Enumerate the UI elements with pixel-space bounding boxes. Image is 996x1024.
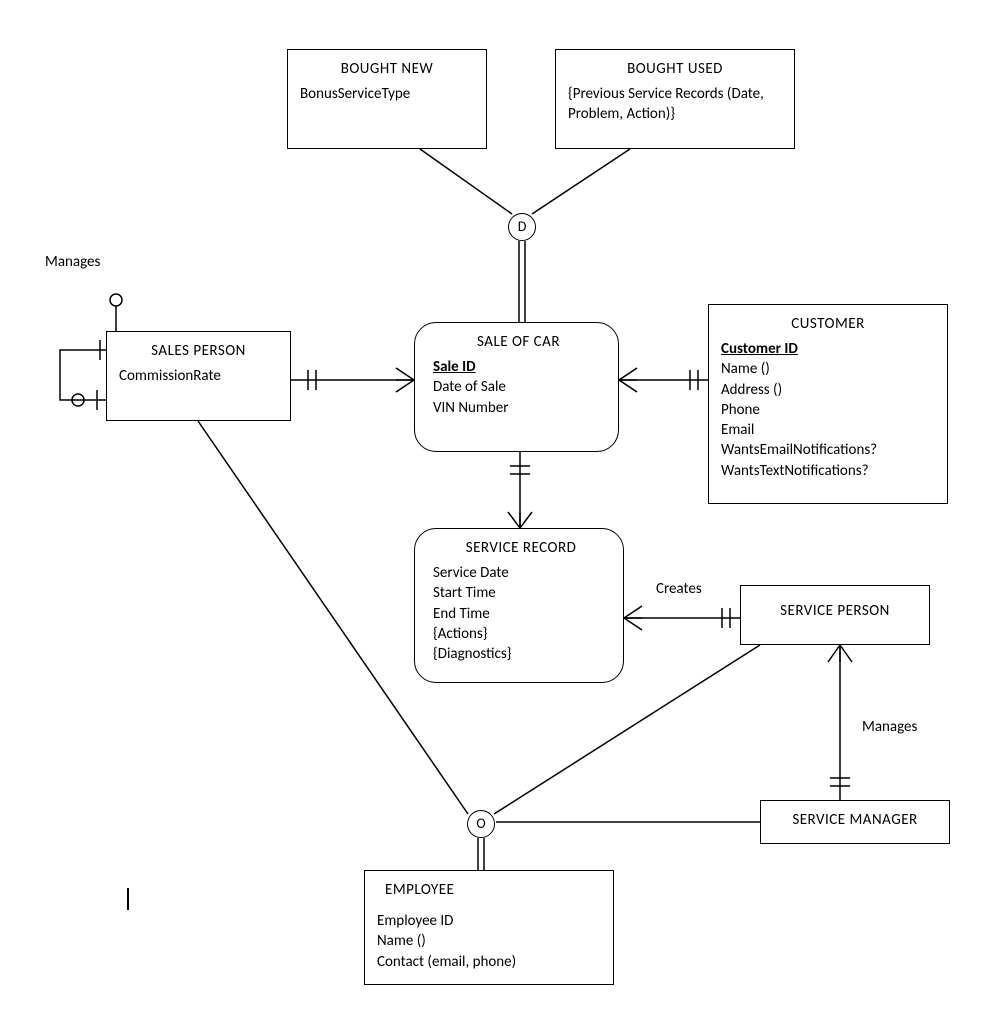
assoc-sale-of-car: SALE OF CAR Sale ID Date of Sale VIN Num… bbox=[414, 322, 619, 452]
entity-bought-new: BOUGHT NEW BonusServiceType bbox=[287, 49, 487, 149]
entity-sales-person: SALES PERSON CommissionRate bbox=[106, 331, 291, 421]
service-manager-title: SERVICE MANAGER bbox=[773, 811, 937, 829]
employee-title: EMPLOYEE bbox=[385, 881, 601, 899]
entity-service-manager: SERVICE MANAGER bbox=[760, 800, 950, 844]
customer-attr-3: Phone bbox=[721, 400, 935, 420]
sale-of-car-attr-1: Date of Sale bbox=[433, 377, 604, 397]
employee-attr-1: Name () bbox=[377, 931, 601, 951]
customer-attr-5: WantsEmailNotifications? bbox=[721, 440, 935, 460]
sales-person-attr-0: CommissionRate bbox=[119, 366, 278, 386]
customer-title: CUSTOMER bbox=[721, 315, 935, 333]
sale-of-car-title: SALE OF CAR bbox=[433, 333, 604, 351]
sale-of-car-attr-2: VIN Number bbox=[433, 398, 604, 418]
entity-employee: EMPLOYEE Employee ID Name () Contact (em… bbox=[364, 870, 614, 985]
overlap-circle: O bbox=[467, 810, 495, 838]
customer-attr-6: WantsTextNotifications? bbox=[721, 461, 935, 481]
sale-of-car-attr-0: Sale ID bbox=[433, 357, 604, 377]
text-cursor bbox=[127, 888, 129, 910]
service-record-attr-3: {Actions} bbox=[433, 624, 609, 644]
service-record-attr-0: Service Date bbox=[433, 563, 609, 583]
creates-label: Creates bbox=[656, 580, 702, 598]
customer-attr-0: Customer ID bbox=[721, 339, 935, 359]
employee-attr-0: Employee ID bbox=[377, 911, 601, 931]
bought-new-attr-0: BonusServiceType bbox=[300, 84, 474, 104]
entity-bought-used: BOUGHT USED {Previous Service Records (D… bbox=[555, 49, 795, 149]
er-diagram-canvas: D O Manages Creates Manages BOUGHT NEW B… bbox=[0, 0, 996, 1024]
sales-person-title: SALES PERSON bbox=[119, 342, 278, 360]
bought-used-title: BOUGHT USED bbox=[568, 60, 782, 78]
service-record-title: SERVICE RECORD bbox=[433, 539, 609, 557]
service-record-attr-2: End Time bbox=[433, 604, 609, 624]
bought-new-title: BOUGHT NEW bbox=[300, 60, 474, 78]
customer-attr-1: Name () bbox=[721, 359, 935, 379]
disjoint-label: D bbox=[518, 218, 527, 235]
service-record-attr-4: {Diagnostics} bbox=[433, 644, 609, 664]
customer-attr-4: Email bbox=[721, 420, 935, 440]
customer-attr-2: Address () bbox=[721, 380, 935, 400]
service-person-title: SERVICE PERSON bbox=[753, 602, 917, 620]
entity-customer: CUSTOMER Customer ID Name () Address () … bbox=[708, 304, 948, 504]
employee-attr-2: Contact (email, phone) bbox=[377, 952, 601, 972]
entity-service-person: SERVICE PERSON bbox=[740, 585, 930, 645]
service-record-attr-1: Start Time bbox=[433, 583, 609, 603]
disjoint-circle: D bbox=[508, 213, 536, 241]
overlap-label: O bbox=[476, 815, 485, 832]
assoc-service-record: SERVICE RECORD Service Date Start Time E… bbox=[414, 528, 624, 683]
manages-self-label: Manages bbox=[45, 253, 100, 271]
bought-used-attr-0: {Previous Service Records (Date, Problem… bbox=[568, 84, 782, 125]
manages-right-label: Manages bbox=[862, 718, 917, 736]
